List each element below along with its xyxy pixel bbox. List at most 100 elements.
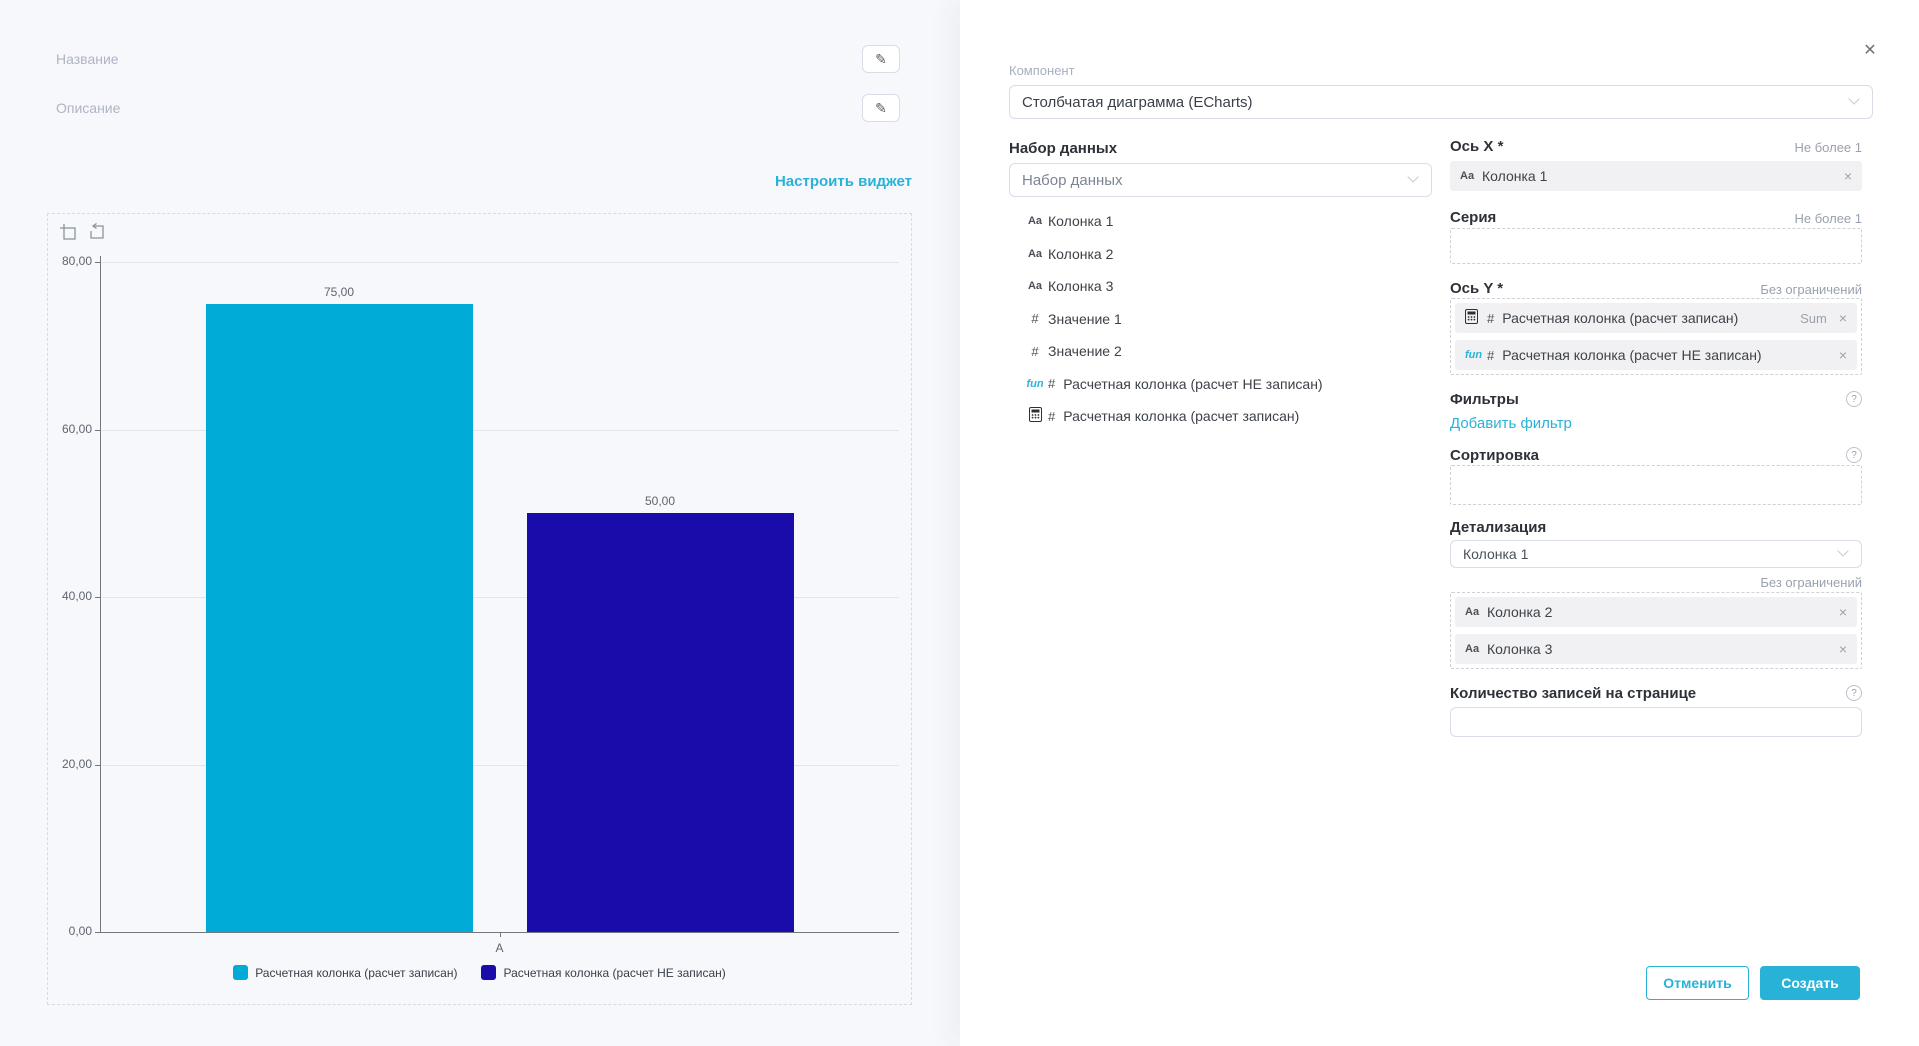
dataset-field-calc-saved[interactable]: # Расчетная колонка (расчет записан): [1009, 400, 1432, 433]
bar-value-label: 75,00: [323, 284, 355, 299]
page-size-input[interactable]: [1450, 707, 1862, 737]
y-axis-tick-mark: [95, 764, 100, 766]
edit-description-button[interactable]: ✎: [862, 94, 900, 122]
chart-toolbox: [59, 223, 106, 241]
x-axis-category-label: A: [495, 941, 504, 955]
number-type-icon: #: [1048, 408, 1056, 424]
remove-icon[interactable]: ×: [1838, 347, 1847, 363]
axis-x-chip: Aa Колонка 1 ×: [1450, 161, 1862, 191]
number-type-icon: #: [1031, 343, 1039, 359]
text-type-icon: Aa: [1460, 170, 1475, 182]
configure-widget-link[interactable]: Настроить виджет: [774, 173, 912, 190]
y-axis-tick-label: 0,00: [68, 924, 92, 938]
text-type-icon: Aa: [1027, 215, 1043, 228]
y-axis-tick-mark: [95, 262, 100, 263]
pencil-icon: ✎: [875, 50, 887, 67]
dataset-field-calc-not-saved[interactable]: fun # Расчетная колонка (расчет НЕ запис…: [1009, 368, 1432, 401]
dataset-field-znachenie-2[interactable]: # Значение 2: [1009, 335, 1432, 368]
pencil-icon: ✎: [875, 99, 887, 116]
y-axis-tick-mark: [95, 597, 100, 598]
chevron-down-icon: [1407, 171, 1419, 183]
detail-dropzone: Aa Колонка 2 × Aa Колонка 3 ×: [1450, 592, 1862, 669]
dataset-field-kolonka-3[interactable]: Aa Колонка 3: [1009, 270, 1432, 303]
axis-x-label: Ось X *: [1450, 138, 1504, 155]
widget-description-label: Описание: [56, 100, 121, 116]
legend-label: Расчетная колонка (расчет записан): [255, 965, 458, 980]
series-limit: Не более 1: [1794, 211, 1862, 226]
x-axis-tick-mark: [499, 932, 501, 937]
help-icon[interactable]: ?: [1846, 685, 1862, 701]
add-filter-link[interactable]: Добавить фильтр: [1450, 415, 1572, 432]
axis-y-dropzone: # Расчетная колонка (расчет записан) Sum…: [1450, 298, 1862, 375]
number-type-icon: #: [1048, 376, 1056, 392]
detail-select-value: Колонка 1: [1463, 546, 1529, 562]
remove-icon[interactable]: ×: [1843, 168, 1852, 184]
number-type-icon: #: [1487, 347, 1495, 363]
help-icon[interactable]: ?: [1846, 447, 1862, 463]
sorting-dropzone[interactable]: [1450, 465, 1862, 505]
remove-icon[interactable]: ×: [1838, 641, 1847, 657]
remove-icon[interactable]: ×: [1838, 604, 1847, 620]
bar-2[interactable]: [526, 513, 794, 932]
calculator-icon: [1022, 407, 1048, 425]
dataset-title: Набор данных: [1009, 140, 1118, 157]
dataset-field-kolonka-1[interactable]: Aa Колонка 1: [1009, 205, 1432, 238]
dataset-field-list: Aa Колонка 1 Aa Колонка 2 Aa Колонка 3 #…: [1009, 205, 1432, 433]
text-type-icon: Aa: [1465, 643, 1480, 655]
series-label: Серия: [1450, 209, 1497, 226]
help-icon[interactable]: ?: [1846, 391, 1862, 407]
detail-chip-kolonka-3: Aa Колонка 3 ×: [1455, 634, 1857, 664]
dataset-field-znachenie-1[interactable]: # Значение 1: [1009, 303, 1432, 336]
dataset-select-placeholder: Набор данных: [1022, 171, 1123, 189]
function-type-icon: fun: [1026, 377, 1044, 390]
y-axis-tick-mark: [95, 429, 100, 431]
gridline: [100, 429, 899, 431]
chevron-down-icon: [1837, 545, 1849, 557]
axis-y-chip-calc-saved: # Расчетная колонка (расчет записан) Sum…: [1455, 303, 1857, 333]
detail-limit: Без ограничений: [1760, 575, 1862, 590]
filters-label: Фильтры: [1450, 391, 1519, 408]
widget-name-label: Название: [56, 51, 119, 67]
dataset-field-kolonka-2[interactable]: Aa Колонка 2: [1009, 238, 1432, 271]
axis-y-chip-calc-not-saved: fun # Расчетная колонка (расчет НЕ запис…: [1455, 340, 1857, 370]
chart-preview: 80,00 60,00 40,00 20,00 0,00 75,00 50,00 A Расч…: [47, 213, 912, 1005]
create-button[interactable]: Создать: [1760, 966, 1860, 1000]
remove-icon[interactable]: ×: [1838, 310, 1847, 326]
sorting-label: Сортировка: [1450, 447, 1539, 464]
widget-settings-panel: ✕ Компонент Столбчатая диаграмма (EChart…: [960, 0, 1919, 1046]
gridline: [100, 597, 899, 598]
legend-item-series-2[interactable]: Расчетная колонка (расчет НЕ записан): [481, 965, 726, 980]
legend-item-series-1[interactable]: Расчетная колонка (расчет записан): [233, 965, 457, 980]
bar-1[interactable]: [205, 303, 473, 932]
function-type-icon: fun: [1465, 349, 1483, 361]
y-axis-tick-label: 80,00: [61, 254, 92, 268]
component-select[interactable]: Столбчатая диаграмма (ECharts): [1009, 85, 1873, 119]
y-axis-tick-mark: [95, 932, 100, 933]
restore-icon[interactable]: [88, 223, 106, 241]
calculator-icon: [1465, 309, 1487, 327]
chart-legend: Расчетная колонка (расчет записан) Расче…: [48, 965, 911, 980]
cancel-button[interactable]: Отменить: [1646, 966, 1749, 1000]
aggregation-badge[interactable]: Sum: [1800, 310, 1827, 326]
axis-y-limit: Без ограничений: [1760, 282, 1862, 297]
axis-x-limit: Не более 1: [1794, 140, 1862, 155]
component-label: Компонент: [1009, 63, 1075, 78]
dataset-select[interactable]: Набор данных: [1009, 163, 1432, 197]
detail-chip-kolonka-2: Aa Колонка 2 ×: [1455, 597, 1857, 627]
number-type-icon: #: [1031, 311, 1039, 327]
close-icon[interactable]: ✕: [1863, 42, 1877, 59]
detail-select[interactable]: Колонка 1: [1450, 540, 1862, 568]
series-dropzone[interactable]: [1450, 228, 1862, 264]
text-type-icon: Aa: [1027, 280, 1043, 293]
legend-swatch-cyan: [233, 965, 249, 980]
page-size-label: Количество записей на странице: [1450, 685, 1697, 702]
data-zoom-icon[interactable]: [59, 223, 77, 241]
axis-y-label: Ось Y *: [1450, 280, 1504, 297]
gridline: [100, 764, 899, 766]
edit-name-button[interactable]: ✎: [862, 45, 900, 73]
detail-label: Детализация: [1450, 519, 1547, 536]
component-select-value: Столбчатая диаграмма (ECharts): [1022, 93, 1253, 111]
y-axis-tick-label: 20,00: [61, 756, 92, 771]
dataset-column: Набор данных Набор данных Aa Колонка 1 A…: [1009, 0, 1432, 1046]
bar-chart-plot: 80,00 60,00 40,00 20,00 0,00 75,00 50,00 A: [48, 214, 911, 1004]
